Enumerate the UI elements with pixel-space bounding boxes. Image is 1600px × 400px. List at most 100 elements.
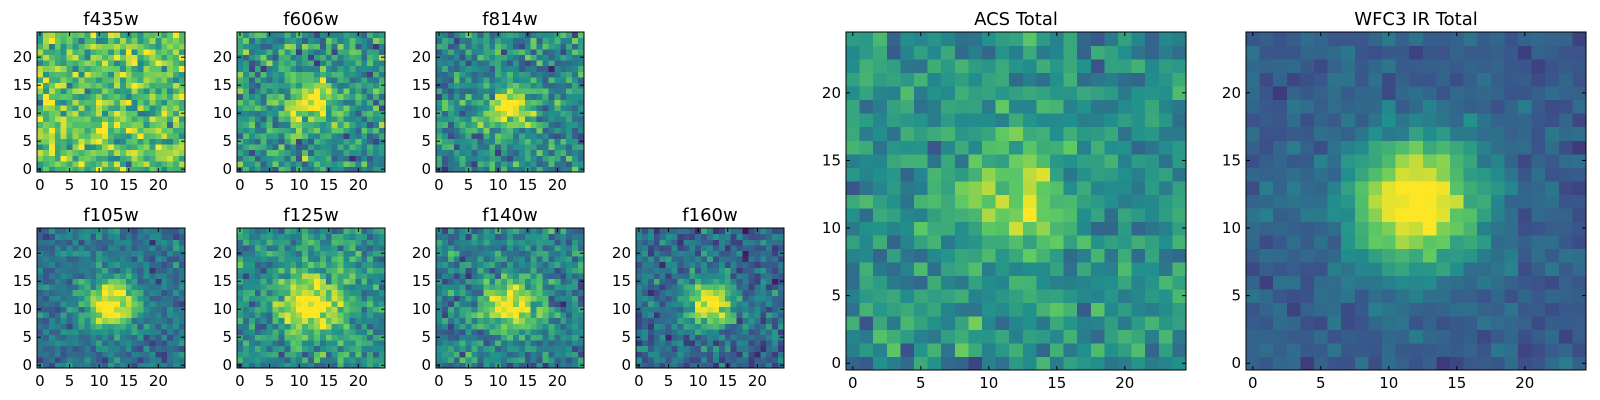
heatmap-cell <box>66 272 74 279</box>
heatmap-cell <box>689 261 696 268</box>
heatmap-cell <box>84 289 91 296</box>
heatmap-cell <box>125 239 133 246</box>
heatmap-cell <box>308 127 315 134</box>
heatmap-cell <box>436 284 443 291</box>
heatmap-cell <box>524 54 532 61</box>
heatmap-cell <box>337 104 345 111</box>
heatmap-cell <box>379 48 386 55</box>
heatmap-cell <box>102 278 109 285</box>
heatmap-cell <box>290 362 297 369</box>
heatmap-cell <box>349 82 356 89</box>
heatmap-cell <box>742 328 750 335</box>
heatmap-cell <box>554 48 561 55</box>
heatmap-cell <box>308 76 315 83</box>
heatmap-cell <box>319 76 327 83</box>
axes-frame <box>36 31 186 173</box>
heatmap-cell <box>272 160 280 167</box>
heatmap-cell <box>96 149 103 156</box>
heatmap-cell <box>290 155 297 162</box>
heatmap-cell <box>96 356 103 363</box>
heatmap-cell <box>886 315 901 331</box>
heatmap-cell <box>179 300 186 307</box>
heatmap-cell <box>477 88 484 95</box>
heatmap-cell <box>290 132 297 139</box>
heatmap-cell <box>266 272 274 279</box>
heatmap-cell <box>102 60 109 67</box>
heatmap-cell <box>155 356 162 363</box>
heatmap-cell <box>1104 167 1119 182</box>
heatmap-cell <box>161 149 168 156</box>
heatmap-cell <box>566 345 573 352</box>
heatmap-cell <box>331 54 339 61</box>
heatmap-cell <box>495 37 502 44</box>
heatmap-cell <box>149 71 156 78</box>
heatmap-cell <box>37 233 44 240</box>
heatmap-cell <box>954 342 969 358</box>
heatmap-cell <box>459 362 467 369</box>
heatmap-cell <box>560 272 567 279</box>
heatmap-cell <box>647 250 655 257</box>
heatmap-cell <box>302 82 309 89</box>
heatmap-cell <box>60 250 68 257</box>
heatmap-cell <box>846 194 861 209</box>
heatmap-cell <box>471 166 479 173</box>
x-tick-label: 20 <box>548 176 567 194</box>
heatmap-cell <box>578 127 585 134</box>
heatmap-cell <box>161 239 168 246</box>
heatmap-cell <box>447 116 455 123</box>
heatmap-cell <box>102 328 109 335</box>
heatmap-cells <box>436 228 585 369</box>
heatmap-cell <box>379 228 386 235</box>
heatmap-cell <box>554 317 561 324</box>
heatmap-cell <box>319 295 327 302</box>
heatmap-cell <box>319 37 327 44</box>
heatmap-cell <box>113 261 121 268</box>
heatmap-cell <box>143 272 151 279</box>
heatmap-cell <box>78 244 85 251</box>
heatmap-cell <box>331 300 339 307</box>
heatmap-cell <box>1131 167 1146 182</box>
heatmap-cell <box>730 356 738 363</box>
heatmap-cell <box>308 340 315 347</box>
heatmap-cell <box>66 65 74 72</box>
heatmap-cell <box>308 88 315 95</box>
heatmap-cell <box>325 356 333 363</box>
heatmap-cell <box>313 144 321 151</box>
heatmap-cell <box>72 43 80 50</box>
heatmap-cell <box>453 32 461 39</box>
heatmap-cell <box>254 93 262 100</box>
heatmap-cell <box>566 144 573 151</box>
heatmap-cell <box>302 110 309 117</box>
heatmap-cell <box>149 300 156 307</box>
heatmap-cell <box>242 99 250 106</box>
heatmap-cell <box>1077 329 1092 344</box>
heatmap-cell <box>48 233 56 240</box>
x-tick-label: 15 <box>119 372 138 390</box>
heatmap-cell <box>465 54 473 61</box>
heatmap-cell <box>308 289 315 296</box>
heatmap-cell <box>119 278 127 285</box>
heatmap-cell <box>542 356 550 363</box>
heatmap-cell <box>137 267 145 274</box>
heatmap-cell <box>647 239 655 246</box>
heatmap-cell <box>846 234 861 249</box>
heatmap-cell <box>572 306 579 313</box>
heatmap-cell <box>331 250 339 257</box>
heatmap-cell <box>149 256 156 263</box>
heatmap-cell <box>343 345 351 352</box>
heatmap-cell <box>90 37 97 44</box>
heatmap-cell <box>760 351 767 358</box>
heatmap-cell <box>290 300 297 307</box>
heatmap-cell <box>1118 342 1133 358</box>
y-tick-label: 20 <box>13 244 32 262</box>
heatmap-cell <box>718 289 726 296</box>
heatmap-cell <box>349 138 356 145</box>
heatmap-cell <box>78 48 85 55</box>
heatmap-cell <box>66 144 74 151</box>
heatmap-cell <box>542 289 550 296</box>
heatmap-cell <box>343 267 351 274</box>
heatmap-cell <box>772 317 779 324</box>
heatmap-cell <box>325 233 333 240</box>
heatmap-cell <box>647 334 655 341</box>
